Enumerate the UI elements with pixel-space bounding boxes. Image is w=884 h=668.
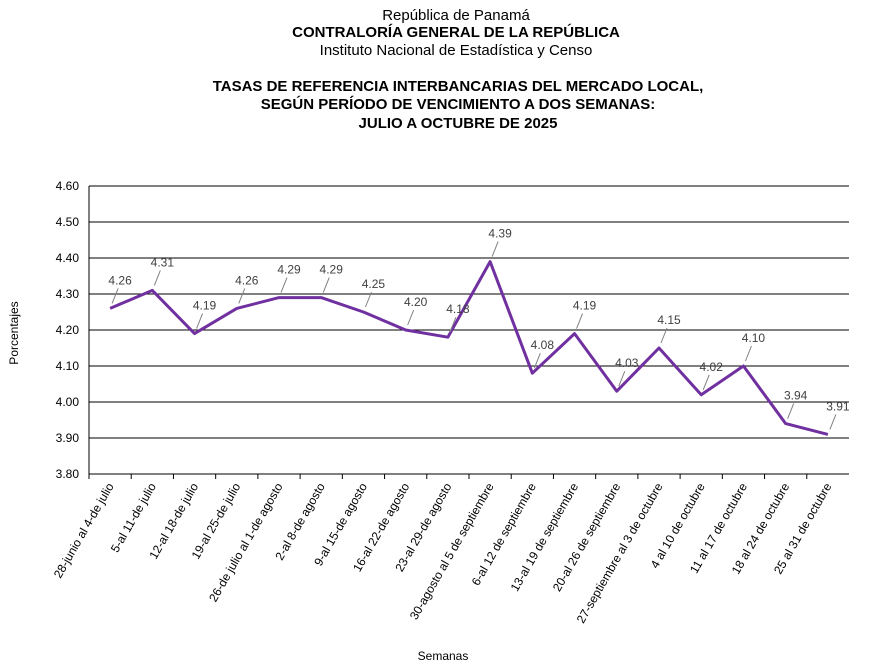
data-label: 3.94	[784, 389, 808, 403]
leader-line	[744, 345, 752, 362]
data-label: 4.18	[446, 302, 470, 316]
y-tick-label: 4.10	[56, 359, 80, 373]
leader-line	[238, 288, 246, 304]
data-label: 4.08	[531, 338, 555, 352]
y-tick-label: 4.40	[56, 251, 80, 265]
leader-line	[576, 313, 584, 329]
x-axis-label: Semanas	[418, 649, 469, 663]
chart-title: TASAS DE REFERENCIA INTERBANCARIAS DEL M…	[213, 78, 704, 95]
leader-line	[196, 313, 204, 329]
data-label: 3.91	[826, 399, 850, 413]
y-tick-label: 4.20	[56, 323, 80, 337]
x-tick-label: 30-agosto al 5 de septiembre	[407, 480, 497, 622]
data-label: 4.03	[615, 356, 639, 370]
data-label: 4.39	[488, 227, 512, 241]
data-label: 4.29	[320, 263, 344, 277]
leader-line	[449, 317, 457, 333]
y-tick-label: 3.90	[56, 431, 80, 445]
x-tick-label: 27-septiembre al 3 de octubre	[574, 480, 666, 625]
data-label: 4.02	[700, 360, 724, 374]
leader-line	[322, 277, 330, 293]
data-label: 4.19	[193, 299, 217, 313]
data-label: 4.26	[235, 273, 259, 287]
header-line: Instituto Nacional de Estadística y Cens…	[320, 42, 593, 59]
leader-line	[280, 277, 288, 293]
header-line: República de Panamá	[382, 7, 530, 24]
series-line	[109, 260, 829, 436]
leader-line	[407, 309, 415, 326]
data-label: 4.26	[108, 273, 132, 287]
leader-line	[364, 291, 372, 308]
chart-title: SEGÚN PERÍODO DE VENCIMIENTO A DOS SEMAN…	[261, 95, 656, 113]
data-label: 4.10	[742, 331, 766, 345]
x-tick-label: 28-junio al 4-de julio	[51, 480, 117, 580]
data-label: 4.19	[573, 299, 597, 313]
y-tick-label: 4.50	[56, 215, 80, 229]
y-tick-label: 4.30	[56, 287, 80, 301]
data-label: 4.29	[277, 263, 301, 277]
data-label: 4.25	[362, 277, 386, 291]
y-axis-label: Porcentajes	[7, 301, 21, 364]
data-label: 4.15	[657, 313, 681, 327]
leader-line	[702, 374, 710, 390]
leader-line	[111, 288, 119, 304]
leader-line	[660, 327, 668, 344]
y-tick-label: 4.60	[56, 179, 80, 193]
chart-title: JULIO A OCTUBRE DE 2025	[359, 115, 558, 132]
data-label: 4.31	[151, 255, 175, 269]
leader-line	[829, 414, 837, 430]
x-tick-label: 26-de julio al 1-de agosto	[206, 480, 286, 604]
leader-line	[533, 353, 541, 369]
leader-line	[787, 403, 795, 419]
leader-line	[618, 371, 626, 387]
header-line: CONTRALORÍA GENERAL DE LA REPÚBLICA	[292, 23, 620, 41]
y-tick-label: 3.80	[56, 467, 80, 481]
leader-line	[491, 241, 499, 257]
data-label: 4.20	[404, 295, 428, 309]
y-tick-label: 4.00	[56, 395, 80, 409]
leader-line	[153, 270, 161, 286]
